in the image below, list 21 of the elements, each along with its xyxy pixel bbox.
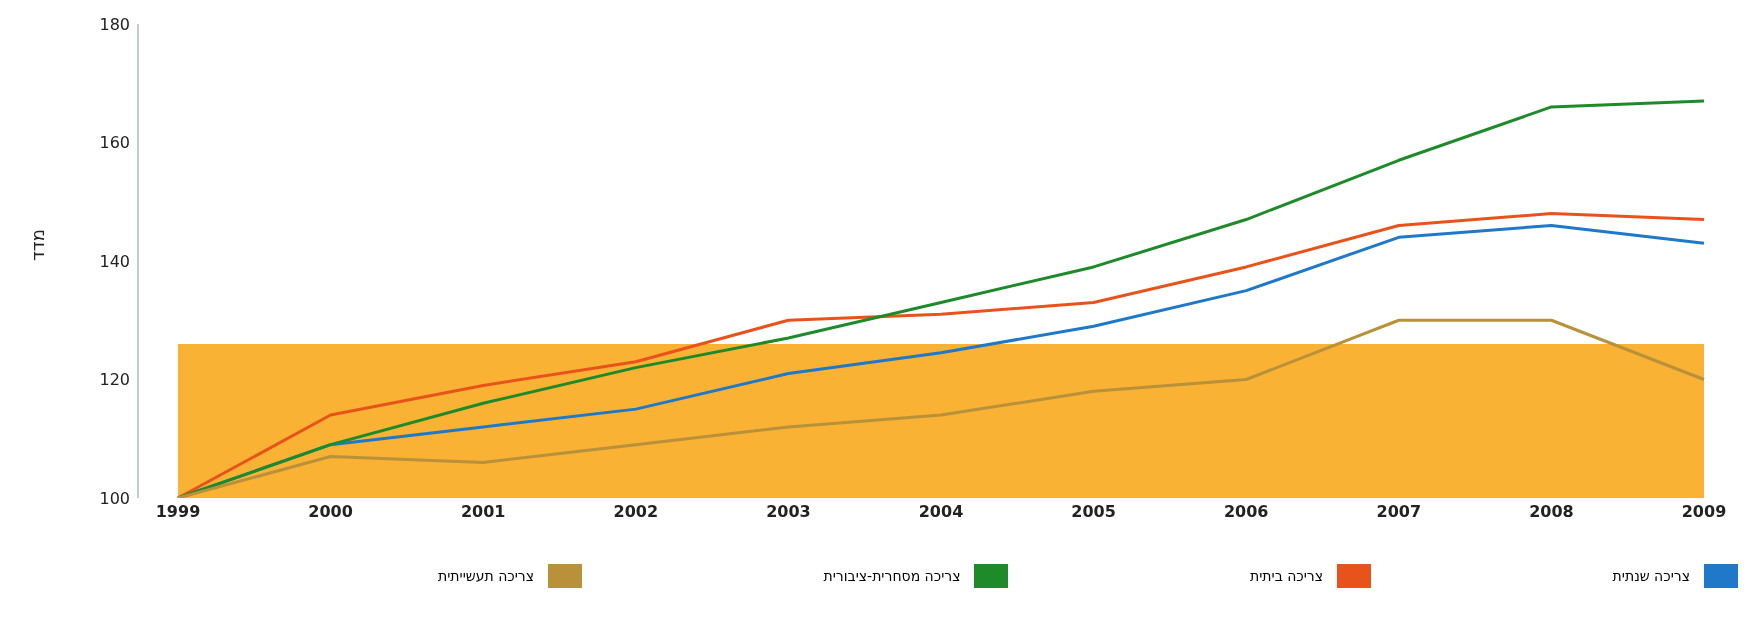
x-tick-label: 2004 bbox=[918, 502, 964, 522]
legend-label: צריכה שנתית bbox=[1612, 568, 1690, 584]
legend-label: צריכה מסחרית-ציבורית bbox=[823, 568, 961, 584]
legend-label: צריכה ביתית bbox=[1249, 568, 1324, 584]
x-tick-label: 2002 bbox=[613, 502, 659, 522]
x-tick-label: 2007 bbox=[1376, 502, 1422, 522]
y-tick-label: 120 bbox=[99, 370, 130, 390]
x-tick-label: 2001 bbox=[460, 502, 506, 522]
x-tick-label: 1999 bbox=[155, 502, 201, 522]
x-tick-label: 2005 bbox=[1071, 502, 1116, 522]
x-tick-label: 2009 bbox=[1681, 502, 1727, 522]
x-tick-label: 2008 bbox=[1529, 502, 1574, 522]
y-tick-label: 140 bbox=[99, 251, 130, 271]
y-tick-label: 160 bbox=[99, 133, 130, 153]
legend-label: צריכה תעשייתית bbox=[438, 568, 535, 584]
x-tick-label: 2003 bbox=[766, 502, 811, 522]
y-tick-label: 100 bbox=[99, 488, 130, 508]
y-tick-label: 180 bbox=[99, 14, 130, 34]
y-axis-title: מדד bbox=[27, 229, 49, 261]
x-tick-label: 2000 bbox=[308, 502, 353, 522]
x-tick-label: 2006 bbox=[1223, 502, 1269, 522]
